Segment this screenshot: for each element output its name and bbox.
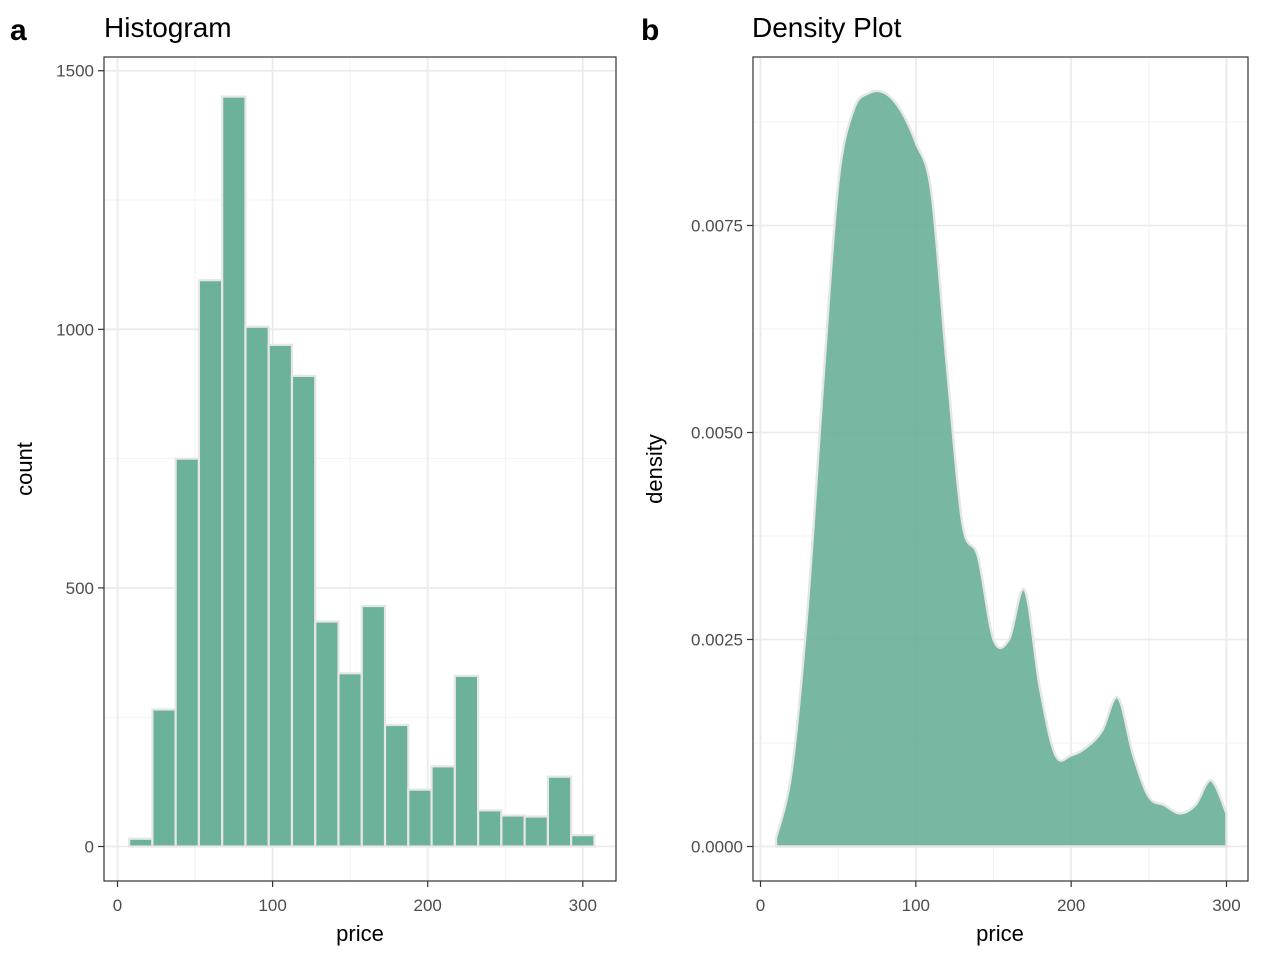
plot-frame-b (752, 56, 1249, 882)
plot-frame-a (103, 56, 617, 882)
histogram-bar (267, 343, 294, 848)
y-tick-label: 0.0025 (691, 631, 743, 650)
x-tick-label: 100 (902, 896, 930, 915)
x-tick-label: 0 (756, 896, 765, 915)
density-area (774, 89, 1228, 848)
x-axis-label-b: price (976, 921, 1024, 946)
histogram-bar (500, 814, 526, 848)
panel-tag-a: a (10, 14, 27, 47)
y-tick-label: 0 (85, 838, 94, 857)
histogram-bar (337, 672, 363, 848)
histogram-bar (151, 708, 177, 848)
x-tick-label: 0 (113, 896, 122, 915)
y-tick-label: 1000 (56, 320, 94, 339)
y-tick-label: 0.0000 (691, 838, 743, 857)
histogram-bar (360, 604, 387, 848)
histogram-bar (197, 279, 224, 848)
panel-b: b Density Plot 0 100 200 300 0.0000 0.0025 0.0… (641, 12, 1249, 946)
y-axis-label-a: count (12, 442, 37, 496)
x-tick-label: 300 (569, 896, 597, 915)
panel-a: a Histogram 0 100 200 300 0 500 1000 1500 price… (10, 12, 617, 946)
y-tick-label: 0.0075 (691, 217, 743, 236)
histogram-bar (477, 809, 503, 848)
x-tick-label: 200 (414, 896, 442, 915)
x-tick-label: 300 (1212, 896, 1240, 915)
y-tick-label: 1500 (56, 62, 94, 81)
histogram-bar (221, 95, 247, 848)
panel-tag-b: b (641, 14, 659, 47)
ticks-b: 0 100 200 300 0.0000 0.0025 0.0050 0.0075 (691, 217, 1241, 916)
histogram-bar (570, 834, 596, 848)
chart-title-a: Histogram (104, 12, 232, 43)
x-tick-label: 200 (1057, 896, 1085, 915)
histogram-bar (407, 788, 433, 848)
histogram-bar (128, 837, 154, 848)
histogram-bar (174, 457, 201, 848)
y-tick-label: 0.0050 (691, 424, 743, 443)
histogram-bar (430, 765, 456, 848)
histogram-bar (523, 815, 550, 848)
bars-a (128, 95, 596, 848)
y-tick-label: 500 (66, 579, 94, 598)
x-tick-label: 100 (258, 896, 286, 915)
histogram-bar (290, 374, 317, 848)
y-axis-label-b: density (642, 434, 667, 504)
x-axis-label-a: price (336, 921, 384, 946)
histogram-bar (546, 775, 573, 848)
histogram-bar (244, 325, 270, 848)
histogram-bar (314, 620, 340, 848)
ticks-a: 0 100 200 300 0 500 1000 1500 (56, 62, 597, 915)
chart-title-b: Density Plot (752, 12, 902, 43)
histogram-bar (383, 723, 410, 848)
histogram-bar (453, 674, 480, 848)
